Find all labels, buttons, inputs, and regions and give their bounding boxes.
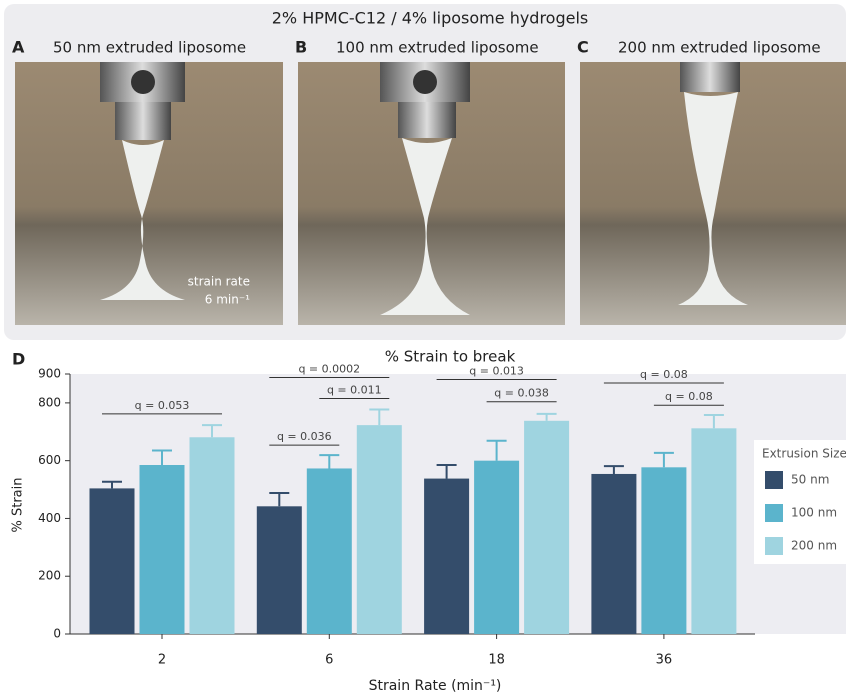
panel-letter: C xyxy=(577,38,589,57)
panel-caption: 100 nm extruded liposome xyxy=(336,39,539,57)
significance-label: q = 0.053 xyxy=(135,399,190,412)
bar xyxy=(257,506,302,634)
panel-caption: 200 nm extruded liposome xyxy=(618,39,821,57)
bar xyxy=(641,467,686,634)
y-tick-label: 600 xyxy=(38,453,61,467)
panel-caption: 50 nm extruded liposome xyxy=(53,39,246,57)
photo-b xyxy=(298,62,565,325)
significance-label: q = 0.013 xyxy=(469,364,524,377)
photo-note: 6 min⁻¹ xyxy=(205,293,250,307)
legend-swatch xyxy=(765,471,783,489)
legend-label: 200 nm xyxy=(791,539,837,553)
bar xyxy=(474,461,519,634)
legend-label: 50 nm xyxy=(791,473,829,487)
x-tick-label: 36 xyxy=(656,653,673,668)
photo-c xyxy=(580,62,846,325)
panel-letter: A xyxy=(12,38,25,57)
significance-label: q = 0.011 xyxy=(327,384,382,397)
significance-label: q = 0.08 xyxy=(665,390,713,403)
bar xyxy=(691,428,736,634)
bar xyxy=(524,421,569,634)
bar xyxy=(190,437,235,634)
y-tick-label: 200 xyxy=(38,569,61,583)
y-tick-label: 900 xyxy=(38,367,61,381)
photo-note: strain rate xyxy=(188,275,250,289)
x-tick-label: 6 xyxy=(325,653,333,668)
significance-label: q = 0.038 xyxy=(494,387,549,400)
chart-title: % Strain to break xyxy=(385,348,516,366)
legend-swatch xyxy=(765,537,783,555)
panel-letter: D xyxy=(12,350,25,369)
legend-title: Extrusion Size xyxy=(762,447,846,461)
significance-label: q = 0.036 xyxy=(277,430,332,443)
bar xyxy=(140,465,185,634)
legend-swatch xyxy=(765,504,783,522)
y-axis-label: % Strain xyxy=(11,478,26,533)
y-tick-label: 0 xyxy=(53,627,61,641)
y-tick-label: 400 xyxy=(38,511,61,525)
significance-label: q = 0.0002 xyxy=(298,362,360,375)
panel-letter: B xyxy=(295,38,307,57)
figure-title: 2% HPMC-C12 / 4% liposome hydrogels xyxy=(272,9,589,28)
bar xyxy=(591,474,636,634)
x-tick-label: 18 xyxy=(488,653,505,668)
legend-label: 100 nm xyxy=(791,506,837,520)
figure: 2% HPMC-C12 / 4% liposome hydrogels stra… xyxy=(0,0,846,695)
x-tick-label: 2 xyxy=(158,653,166,668)
bar xyxy=(90,488,135,634)
bar xyxy=(357,425,402,634)
significance-label: q = 0.08 xyxy=(640,368,688,381)
x-axis-label: Strain Rate (min⁻¹) xyxy=(369,678,502,694)
y-tick-label: 800 xyxy=(38,395,61,409)
bar xyxy=(424,479,469,634)
bar xyxy=(307,468,352,634)
